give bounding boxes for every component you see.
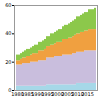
svg-text:2000: 2000 — [51, 91, 64, 98]
svg-text:2005: 2005 — [61, 91, 74, 98]
svg-text:60: 60 — [5, 2, 11, 8]
svg-text:1990: 1990 — [31, 91, 44, 98]
svg-text:1985: 1985 — [21, 91, 34, 98]
svg-text:20: 20 — [5, 59, 11, 65]
svg-text:2010: 2010 — [71, 91, 84, 98]
svg-text:1995: 1995 — [41, 91, 54, 98]
svg-text:2015: 2015 — [81, 91, 94, 97]
svg-text:40: 40 — [5, 30, 11, 36]
svg-text:0: 0 — [8, 87, 12, 94]
svg-text:1980: 1980 — [11, 91, 24, 98]
